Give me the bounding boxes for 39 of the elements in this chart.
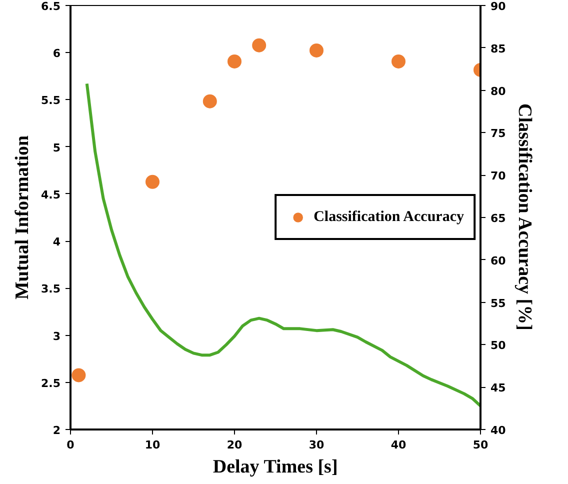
point [72,368,86,382]
y2-tick-label: 80 [490,84,506,98]
point [392,54,406,68]
x-tick-label: 0 [66,438,75,452]
y2-tick-label: 65 [490,212,506,225]
y2-tick-label: 55 [490,296,506,310]
point [252,38,266,52]
y2-tick-label: 85 [490,42,506,56]
y-tick-label: 5.5 [41,94,61,108]
x-axis-title: Delay Times [s] [212,456,338,478]
y2-tick-label: 75 [490,127,506,140]
y-axis-title: Mutual Information [12,134,34,300]
x-tick-label: 40 [390,438,406,452]
x-tick-label: 20 [226,438,242,452]
point [146,174,160,189]
y-tick-label: 3 [52,330,60,343]
y-tick-label: 2.5 [41,376,61,390]
point [202,94,217,108]
legend-label: Classification Accuracy [314,208,464,226]
point [228,54,242,68]
x-tick-label: 30 [308,438,324,452]
y-tick-label: 4 [52,236,61,249]
y2-tick-label: 90 [490,0,506,13]
y-tick-label: 6 [52,47,61,60]
y-tick-label: 6.5 [41,0,61,13]
point [310,43,324,58]
y-tick-label: 3.5 [41,282,61,296]
y-tick-label: 5 [52,141,60,154]
line-series [85,82,480,408]
y2-tick-label: 50 [490,339,506,352]
y2-tick-label: 40 [490,424,506,437]
y-tick-label: 2 [52,424,60,437]
y-tick-label: 4.5 [41,188,61,202]
y2-tick-label: 45 [490,382,506,395]
x-tick-label: 50 [472,438,488,452]
y2-tick-label: 70 [490,170,506,183]
y2-axis-title: Classification Accuracy [%] [514,104,535,330]
x-tick-label: 10 [144,438,160,452]
y2-tick-label: 60 [490,254,506,268]
